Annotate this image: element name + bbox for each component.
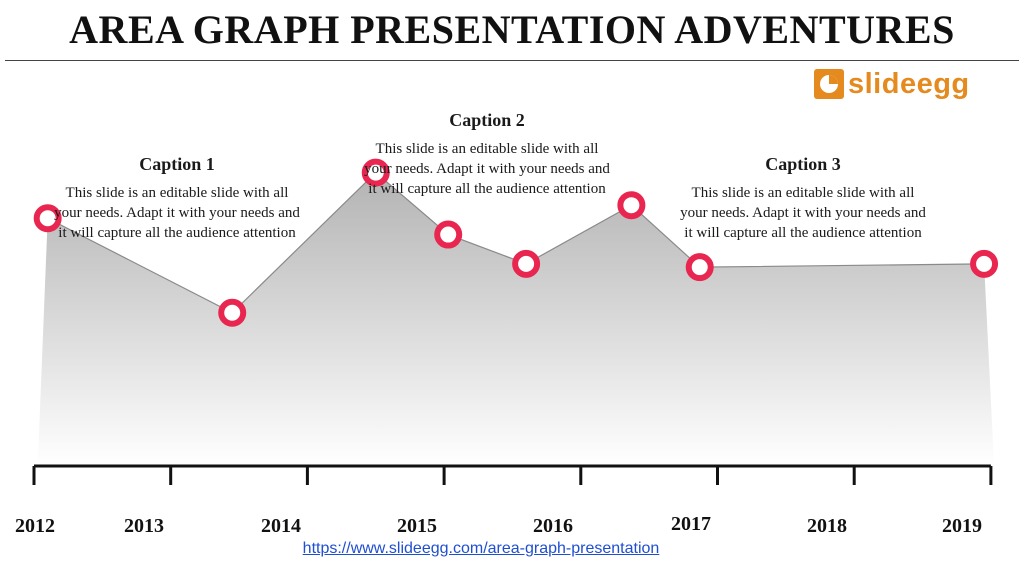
source-link[interactable]: https://www.slideegg.com/area-graph-pres… bbox=[302, 540, 660, 557]
caption-3: Caption 3 This slide is an editable slid… bbox=[678, 154, 928, 243]
caption-2-body: This slide is an editable slide with all… bbox=[364, 141, 610, 197]
caption-3-heading: Caption 3 bbox=[765, 154, 841, 174]
year-label-2012: 2012 bbox=[15, 515, 55, 537]
caption-2-heading: Caption 2 bbox=[449, 110, 525, 130]
caption-1: Caption 1 This slide is an editable slid… bbox=[52, 154, 302, 243]
data-point-marker-6 bbox=[617, 191, 646, 220]
data-point-marker-3 bbox=[361, 158, 390, 187]
data-point-marker-5 bbox=[512, 249, 541, 278]
data-point-marker-4 bbox=[434, 220, 463, 249]
area-line bbox=[47, 171, 985, 314]
title-divider bbox=[5, 60, 1019, 61]
logo-text: slideegg bbox=[848, 67, 970, 100]
data-point-marker-2 bbox=[218, 298, 247, 327]
caption-2: Caption 2 This slide is an editable slid… bbox=[362, 110, 612, 199]
slide-title: AREA GRAPH PRESENTATION ADVENTURES bbox=[69, 7, 955, 52]
year-label-2013: 2013 bbox=[124, 515, 164, 537]
brand-logo: slideegg bbox=[814, 66, 970, 102]
year-label-2017: 2017 bbox=[671, 513, 711, 535]
year-label-2018: 2018 bbox=[807, 515, 847, 537]
caption-1-heading: Caption 1 bbox=[139, 154, 215, 174]
data-point-marker-7 bbox=[685, 253, 714, 282]
year-label-2016: 2016 bbox=[533, 515, 573, 537]
year-label-2014: 2014 bbox=[261, 515, 301, 537]
data-point-marker-8 bbox=[970, 249, 999, 278]
logo-egg-icon bbox=[814, 69, 844, 99]
caption-1-body: This slide is an editable slide with all… bbox=[54, 185, 300, 241]
caption-3-body: This slide is an editable slide with all… bbox=[680, 185, 926, 241]
data-point-marker-1 bbox=[33, 204, 62, 233]
area-fill bbox=[37, 172, 995, 466]
year-label-2015: 2015 bbox=[397, 515, 437, 537]
year-label-2019: 2019 bbox=[942, 515, 982, 537]
